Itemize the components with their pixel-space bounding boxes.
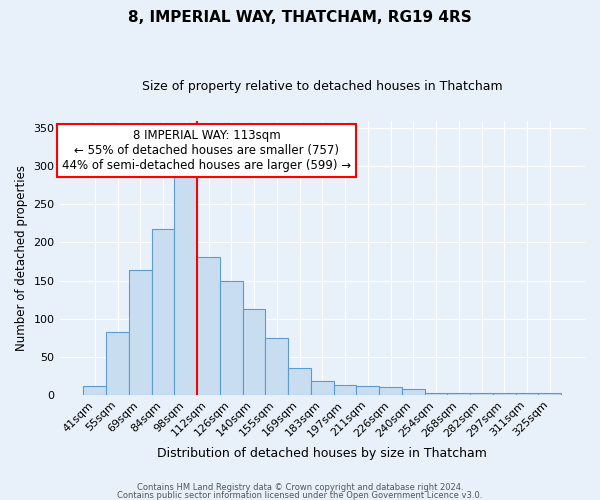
Bar [402,388,425,395]
Bar [197,257,220,395]
Bar [152,228,175,395]
Bar [425,394,448,395]
Bar [470,394,493,395]
Text: 8 IMPERIAL WAY: 113sqm
← 55% of detached houses are smaller (757)
44% of semi-de: 8 IMPERIAL WAY: 113sqm ← 55% of detached… [62,129,351,172]
Bar [493,394,515,395]
Bar [106,332,129,395]
Bar [379,387,402,395]
Bar [288,368,311,395]
Bar [220,280,242,395]
Bar [334,385,356,395]
Text: Contains public sector information licensed under the Open Government Licence v3: Contains public sector information licen… [118,490,482,500]
Text: 8, IMPERIAL WAY, THATCHAM, RG19 4RS: 8, IMPERIAL WAY, THATCHAM, RG19 4RS [128,10,472,25]
Bar [515,394,538,395]
Bar [265,338,288,395]
Bar [448,394,470,395]
Bar [129,270,152,395]
X-axis label: Distribution of detached houses by size in Thatcham: Distribution of detached houses by size … [157,447,487,460]
Bar [83,386,106,395]
Title: Size of property relative to detached houses in Thatcham: Size of property relative to detached ho… [142,80,503,93]
Bar [175,177,197,395]
Bar [242,308,265,395]
Y-axis label: Number of detached properties: Number of detached properties [15,164,28,350]
Bar [311,381,334,395]
Bar [356,386,379,395]
Bar [538,394,561,395]
Text: Contains HM Land Registry data © Crown copyright and database right 2024.: Contains HM Land Registry data © Crown c… [137,484,463,492]
